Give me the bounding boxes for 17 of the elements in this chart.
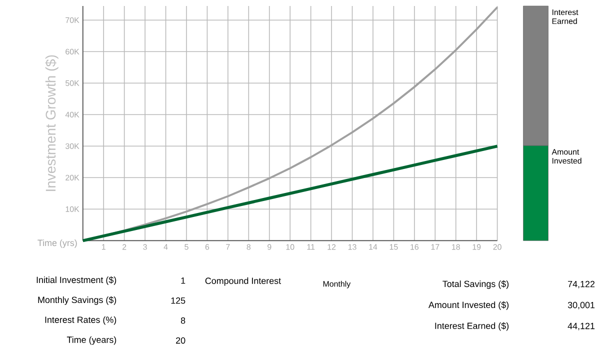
text: 125 bbox=[171, 298, 186, 304]
text: 8 bbox=[180, 318, 186, 324]
text: 44,121 bbox=[568, 323, 595, 330]
text: Interest Earned ($) bbox=[435, 322, 509, 332]
x-axis-title: Time (yrs) bbox=[38, 240, 77, 248]
text: 1 bbox=[181, 278, 186, 284]
text: Compound Interest bbox=[205, 278, 281, 286]
text: 20 bbox=[176, 338, 186, 344]
text: Initial Investment ($) bbox=[36, 276, 116, 286]
y-axis-title: Investment Growth ($) bbox=[45, 56, 58, 192]
text: Total Savings ($) bbox=[442, 280, 509, 290]
text: Time (years) bbox=[66, 336, 116, 345]
text: 74,122 bbox=[568, 281, 595, 289]
text: Interest Rates (%) bbox=[45, 316, 116, 325]
text: Amount Invested ($) bbox=[428, 302, 509, 310]
text: 30,001 bbox=[568, 302, 595, 310]
text: Monthly Savings ($) bbox=[38, 296, 116, 306]
